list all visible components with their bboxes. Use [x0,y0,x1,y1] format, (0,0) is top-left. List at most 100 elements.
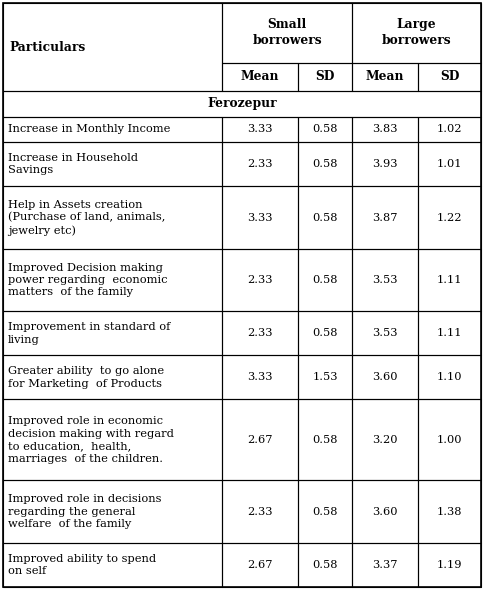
Bar [222,186,298,249]
Text: 1.10: 1.10 [437,372,462,382]
Text: 3.93: 3.93 [372,159,398,169]
Bar [3,249,222,312]
Bar [352,480,418,543]
Text: Increase in Household
Savings: Increase in Household Savings [8,153,138,175]
Text: 2.33: 2.33 [247,275,273,285]
Bar [3,399,222,480]
Text: 0.58: 0.58 [312,435,338,445]
Bar [352,355,418,399]
Text: 0.58: 0.58 [312,560,338,570]
Bar [3,142,222,186]
Text: 1.00: 1.00 [437,435,462,445]
Text: 0.58: 0.58 [312,329,338,338]
Bar [222,63,298,91]
Text: 3.37: 3.37 [372,560,398,570]
Text: 2.33: 2.33 [247,159,273,169]
Bar [298,186,352,249]
Bar [3,543,222,587]
Bar [3,480,222,543]
Bar [352,543,418,587]
Bar [418,543,481,587]
Text: Mean: Mean [366,70,404,83]
Bar [298,142,352,186]
Text: Greater ability  to go alone
for Marketing  of Products: Greater ability to go alone for Marketin… [8,366,164,389]
Text: 3.53: 3.53 [372,329,398,338]
Text: Small
borrowers: Small borrowers [252,18,322,47]
Bar [298,480,352,543]
Text: 2.33: 2.33 [247,507,273,517]
Bar [298,399,352,480]
Bar [352,3,481,63]
Text: Improved role in economic
decision making with regard
to education,  health,
mar: Improved role in economic decision makin… [8,417,174,464]
Text: Mean: Mean [241,70,279,83]
Text: 2.67: 2.67 [247,560,273,570]
Bar [352,63,418,91]
Text: Help in Assets creation
(Purchase of land, animals,
jewelry etc): Help in Assets creation (Purchase of lan… [8,199,166,235]
Bar [222,117,298,142]
Text: 3.20: 3.20 [372,435,398,445]
Text: 0.58: 0.58 [312,275,338,285]
Bar [418,117,481,142]
Text: 1.11: 1.11 [437,275,462,285]
Text: 0.58: 0.58 [312,124,338,135]
Text: Ferozepur: Ferozepur [207,97,277,110]
Text: SD: SD [315,70,335,83]
Text: 1.11: 1.11 [437,329,462,338]
Bar [418,355,481,399]
Text: 3.83: 3.83 [372,124,398,135]
Text: 3.33: 3.33 [247,372,273,382]
Bar [352,186,418,249]
Bar [298,249,352,312]
Bar [418,63,481,91]
Text: Improved Decision making
power regarding  economic
matters  of the family: Improved Decision making power regarding… [8,263,167,297]
Bar [222,142,298,186]
Bar [222,312,298,355]
Bar [418,249,481,312]
Text: 1.19: 1.19 [437,560,462,570]
Text: 1.22: 1.22 [437,212,462,222]
Bar [222,3,352,63]
Bar [3,3,222,91]
Bar [418,312,481,355]
Text: Improved role in decisions
regarding the general
welfare  of the family: Improved role in decisions regarding the… [8,494,162,529]
Text: 1.02: 1.02 [437,124,462,135]
Text: 0.58: 0.58 [312,507,338,517]
Text: Increase in Monthly Income: Increase in Monthly Income [8,124,170,135]
Bar [418,480,481,543]
Bar [352,117,418,142]
Bar [352,399,418,480]
Bar [352,312,418,355]
Bar [298,355,352,399]
Bar [222,543,298,587]
Text: 1.38: 1.38 [437,507,462,517]
Bar [3,355,222,399]
Text: 0.58: 0.58 [312,159,338,169]
Bar [3,91,481,117]
Text: 1.53: 1.53 [312,372,338,382]
Bar [222,480,298,543]
Bar [3,117,222,142]
Bar [418,142,481,186]
Bar [418,399,481,480]
Bar [298,117,352,142]
Text: 2.33: 2.33 [247,329,273,338]
Bar [3,312,222,355]
Text: 3.60: 3.60 [372,372,398,382]
Text: Large
borrowers: Large borrowers [382,18,451,47]
Text: Improvement in standard of
living: Improvement in standard of living [8,322,170,345]
Bar [3,186,222,249]
Text: Particulars: Particulars [9,41,85,54]
Text: 3.53: 3.53 [372,275,398,285]
Text: 3.33: 3.33 [247,212,273,222]
Text: Improved ability to spend
on self: Improved ability to spend on self [8,554,156,576]
Bar [352,249,418,312]
Bar [222,399,298,480]
Text: 3.33: 3.33 [247,124,273,135]
Text: SD: SD [440,70,459,83]
Text: 2.67: 2.67 [247,435,273,445]
Bar [298,63,352,91]
Bar [222,355,298,399]
Text: 1.01: 1.01 [437,159,462,169]
Text: 3.87: 3.87 [372,212,398,222]
Text: 3.60: 3.60 [372,507,398,517]
